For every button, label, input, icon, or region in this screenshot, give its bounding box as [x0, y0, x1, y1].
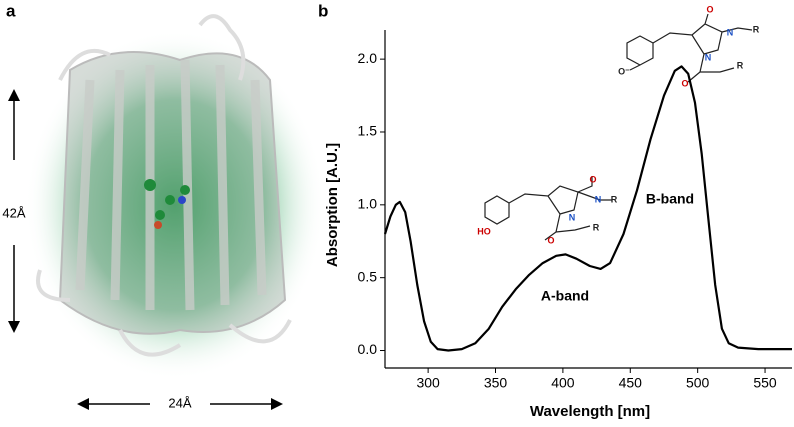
panel-label: a	[6, 1, 16, 20]
protein-image	[25, 14, 325, 380]
x-tick-label: 300	[416, 375, 440, 391]
y-tick-label: 1.5	[358, 123, 378, 139]
atom-label: R	[753, 24, 760, 34]
x-tick-label: 500	[686, 375, 710, 391]
atom-label: N	[727, 27, 734, 37]
y-tick-label: 0.5	[358, 268, 378, 284]
panel-label: b	[318, 1, 328, 20]
atom-label: R	[593, 222, 600, 232]
atom-label: N	[569, 212, 576, 222]
atom-label: N	[705, 52, 712, 62]
atom-label: R	[611, 194, 618, 204]
y-tick-label: 1.0	[358, 196, 378, 212]
atom-label: R	[737, 60, 744, 70]
spectrum-line	[383, 65, 792, 352]
atom-label: N	[595, 194, 602, 204]
annotation: A-band	[541, 288, 589, 304]
chemical-structure: HO O N R N O R	[477, 174, 618, 245]
x-tick-label: 450	[619, 375, 643, 391]
y-tick-label: 0.0	[358, 341, 378, 357]
y-axis-title: Absorption [A.U.]	[324, 143, 341, 267]
atom-label: O	[589, 174, 596, 184]
annotation: B-band	[646, 191, 694, 207]
atom-label: O	[706, 4, 713, 14]
atom-label: O	[681, 78, 688, 88]
dimension-label: 24Å	[168, 395, 191, 410]
x-tick-label: 550	[753, 375, 777, 391]
dimension-label: 42Å	[2, 205, 25, 220]
x-tick-label: 400	[551, 375, 575, 391]
atom-label: HO	[477, 226, 491, 236]
x-axis-title: Wavelength [nm]	[530, 403, 650, 420]
y-tick-label: 2.0	[358, 50, 378, 66]
atom-label: O⁻	[618, 66, 630, 76]
atom-label: O	[547, 235, 554, 245]
x-tick-label: 350	[484, 375, 508, 391]
chemical-structure: O⁻ O N R N O R	[618, 4, 760, 88]
